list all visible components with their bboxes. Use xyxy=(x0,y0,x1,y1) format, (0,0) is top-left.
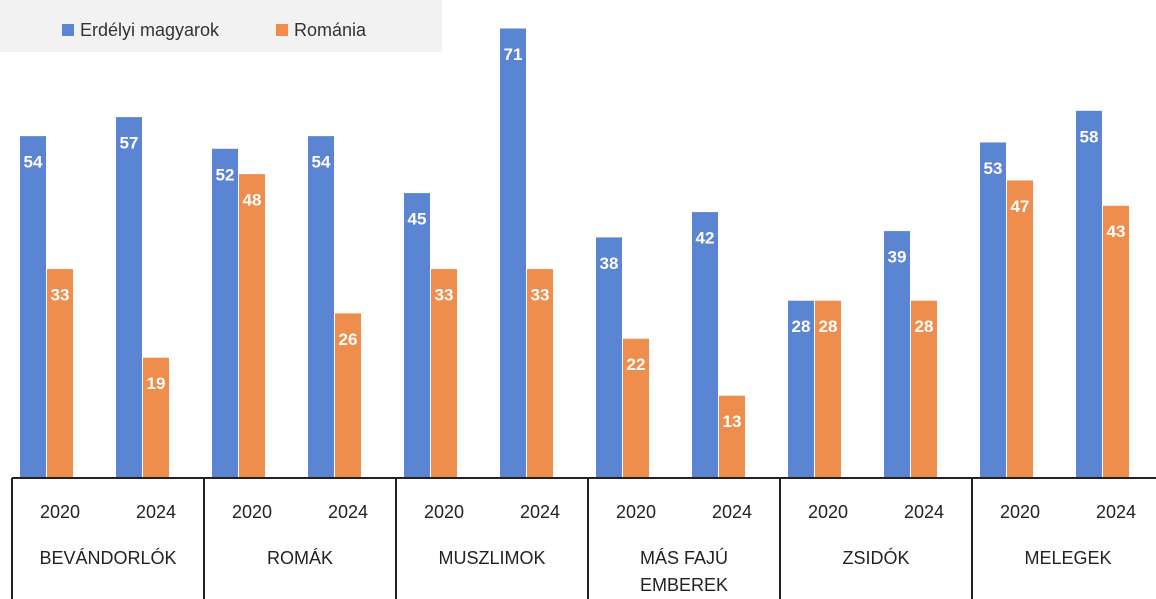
data-label: 13 xyxy=(723,412,742,431)
group-label: BEVÁNDORLÓK xyxy=(39,548,177,568)
bar xyxy=(623,338,649,478)
data-label: 47 xyxy=(1011,197,1030,216)
legend-label: Románia xyxy=(294,20,367,40)
data-label: 33 xyxy=(531,286,550,305)
data-label: 45 xyxy=(408,210,427,229)
data-label: 19 xyxy=(147,374,166,393)
bar xyxy=(335,313,361,478)
data-label: 43 xyxy=(1107,222,1126,241)
bar xyxy=(815,300,841,478)
bar xyxy=(911,300,937,478)
bar xyxy=(20,136,46,478)
bar xyxy=(1103,205,1129,478)
bar xyxy=(527,269,553,478)
group-label: ZSIDÓK xyxy=(842,548,910,568)
group-label: MUSZLIMOK xyxy=(438,548,546,568)
bar xyxy=(1007,180,1033,479)
bar xyxy=(143,357,169,478)
data-label: 33 xyxy=(435,286,454,305)
legend-label: Erdélyi magyarok xyxy=(80,20,220,40)
data-label: 58 xyxy=(1080,127,1099,146)
x-tick-label: 2024 xyxy=(904,502,944,522)
data-label: 42 xyxy=(696,229,715,248)
legend-swatch xyxy=(62,24,74,36)
data-label: 54 xyxy=(24,153,43,172)
x-tick-label: 2024 xyxy=(328,502,368,522)
x-tick-label: 2020 xyxy=(424,502,464,522)
bar xyxy=(500,28,526,479)
bar xyxy=(596,237,622,478)
bar xyxy=(719,395,745,478)
x-tick-label: 2020 xyxy=(808,502,848,522)
bar xyxy=(884,231,910,478)
x-tick-label: 2020 xyxy=(232,502,272,522)
data-label: 39 xyxy=(888,248,907,267)
group-label: ROMÁK xyxy=(266,548,333,568)
bar xyxy=(980,142,1006,479)
data-label: 33 xyxy=(51,286,70,305)
bar xyxy=(212,148,238,478)
data-label: 71 xyxy=(504,45,523,64)
data-label: 57 xyxy=(120,134,139,153)
group-label: MÁS FAJÚ EMBEREK xyxy=(639,548,729,595)
bar xyxy=(431,269,457,478)
data-label: 53 xyxy=(984,159,1003,178)
x-tick-label: 2020 xyxy=(1000,502,1040,522)
x-tick-label: 2024 xyxy=(136,502,176,522)
bar xyxy=(116,117,142,479)
data-label: 28 xyxy=(915,317,934,336)
x-tick-label: 2024 xyxy=(1096,502,1136,522)
bar xyxy=(1076,110,1102,478)
bar xyxy=(239,174,265,478)
bar xyxy=(404,193,430,478)
x-tick-label: 2024 xyxy=(712,502,752,522)
data-label: 54 xyxy=(312,153,331,172)
data-label: 28 xyxy=(792,317,811,336)
x-tick-label: 2020 xyxy=(616,502,656,522)
data-label: 22 xyxy=(627,355,646,374)
x-tick-label: 2020 xyxy=(40,502,80,522)
bar xyxy=(692,212,718,478)
data-label: 38 xyxy=(600,254,619,273)
bar xyxy=(47,269,73,478)
data-label: 52 xyxy=(216,165,235,184)
legend-swatch xyxy=(276,24,288,36)
data-label: 48 xyxy=(243,191,262,210)
bar xyxy=(308,136,334,478)
data-label: 28 xyxy=(819,317,838,336)
data-label: 26 xyxy=(339,330,358,349)
group-label: MELEGEK xyxy=(1024,548,1112,568)
x-tick-label: 2024 xyxy=(520,502,560,522)
bar xyxy=(788,300,814,478)
